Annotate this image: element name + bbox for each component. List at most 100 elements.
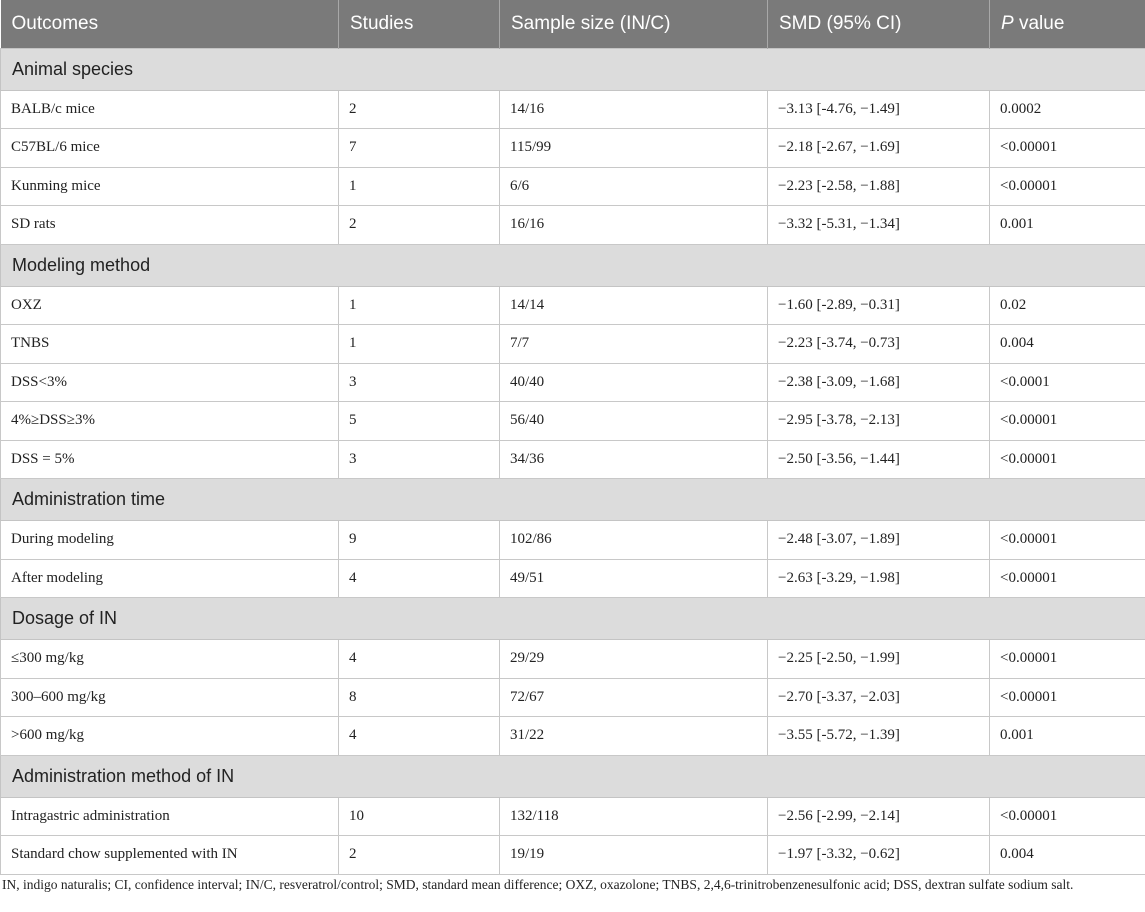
studies-cell: 8: [338, 677, 500, 717]
sample-size-cell: 31/22: [499, 716, 768, 756]
table-header-row: Outcomes Studies Sample size (IN/C) SMD …: [0, 0, 1145, 48]
group-title: Animal species: [0, 47, 1145, 91]
outcome-cell: C57BL/6 mice: [0, 128, 339, 168]
group-header-row: Administration method of IN: [0, 754, 1145, 798]
studies-cell: 9: [338, 520, 500, 560]
group-header-row: Animal species: [0, 47, 1145, 91]
sample-size-cell: 40/40: [499, 362, 768, 402]
table-row: BALB/c mice 2 14/16 −3.13 [-4.76, −1.49] 0.0…: [0, 89, 1145, 129]
studies-cell: 7: [338, 128, 500, 168]
sample-size-cell: 132/118: [499, 796, 768, 836]
sample-size-cell: 6/6: [499, 166, 768, 206]
group-title: Administration time: [0, 478, 1145, 521]
table-row: 4%≥DSS≥3% 5 56/40 −2.95 [-3.78, −2.13] <0.00…: [0, 401, 1145, 441]
sample-size-cell: 49/51: [499, 558, 768, 598]
p-value-cell: <0.00001: [989, 520, 1145, 560]
col-p-value-header: P value: [989, 0, 1145, 48]
studies-cell: 2: [338, 205, 500, 245]
table-row: After modeling 4 49/51 −2.63 [-3.29, −1.98]…: [0, 558, 1145, 598]
outcomes-table: Outcomes Studies Sample size (IN/C) SMD …: [0, 0, 1145, 875]
outcome-cell: TNBS: [0, 324, 339, 364]
smd-cell: −3.32 [-5.31, −1.34]: [767, 205, 990, 245]
table-row: OXZ 1 14/14 −1.60 [-2.89, −0.31] 0.02: [0, 285, 1145, 325]
p-value-cell: <0.00001: [989, 401, 1145, 441]
p-value-cell: <0.00001: [989, 128, 1145, 168]
group-title: Administration method of IN: [0, 754, 1145, 798]
outcome-cell: Intragastric administration: [0, 796, 339, 836]
smd-cell: −2.70 [-3.37, −2.03]: [767, 677, 990, 717]
smd-cell: −2.63 [-3.29, −1.98]: [767, 558, 990, 598]
outcome-cell: Standard chow supplemented with IN: [0, 835, 339, 875]
group-title: Modeling method: [0, 243, 1145, 287]
outcome-cell: >600 mg/kg: [0, 716, 339, 756]
table-row: Standard chow supplemented with IN 2 19/19…: [0, 835, 1145, 875]
table-row: TNBS 1 7/7 −2.23 [-3.74, −0.73] 0.004: [0, 324, 1145, 364]
table-row: >600 mg/kg 4 31/22 −3.55 [-5.72, −1.39] 0.00…: [0, 716, 1145, 756]
group-title: Dosage of IN: [0, 597, 1145, 640]
smd-cell: −2.95 [-3.78, −2.13]: [767, 401, 990, 441]
table-row: ≤300 mg/kg 4 29/29 −2.25 [-2.50, −1.99] <0.0…: [0, 639, 1145, 679]
smd-cell: −1.60 [-2.89, −0.31]: [767, 285, 990, 325]
p-value-cell: <0.00001: [989, 796, 1145, 836]
col-smd-header: SMD (95% CI): [767, 0, 990, 48]
p-value-cell: 0.02: [989, 285, 1145, 325]
group-header-row: Administration time: [0, 478, 1145, 521]
studies-cell: 2: [338, 835, 500, 875]
sample-size-cell: 14/16: [499, 89, 768, 129]
table-row: Intragastric administration 10 132/118 −2.5…: [0, 796, 1145, 836]
sample-size-cell: 7/7: [499, 324, 768, 364]
sample-size-cell: 14/14: [499, 285, 768, 325]
smd-cell: −3.55 [-5.72, −1.39]: [767, 716, 990, 756]
outcome-cell: OXZ: [0, 285, 339, 325]
smd-cell: −2.38 [-3.09, −1.68]: [767, 362, 990, 402]
p-value-italic-p: P: [1001, 12, 1014, 34]
smd-cell: −2.25 [-2.50, −1.99]: [767, 639, 990, 679]
outcome-cell: After modeling: [0, 558, 339, 598]
p-value-cell: <0.00001: [989, 439, 1145, 479]
outcome-cell: Kunming mice: [0, 166, 339, 206]
table-row: DSS<3% 3 40/40 −2.38 [-3.09, −1.68] <0.0001: [0, 362, 1145, 402]
studies-cell: 4: [338, 639, 500, 679]
p-value-cell: 0.001: [989, 716, 1145, 756]
p-value-suffix: value: [1013, 12, 1065, 34]
studies-cell: 2: [338, 89, 500, 129]
studies-cell: 3: [338, 362, 500, 402]
table-row: DSS = 5% 3 34/36 −2.50 [-3.56, −1.44] <0.000…: [0, 439, 1145, 479]
smd-cell: −2.18 [-2.67, −1.69]: [767, 128, 990, 168]
col-sample-size-header: Sample size (IN/C): [499, 0, 768, 48]
studies-cell: 1: [338, 166, 500, 206]
table-row: C57BL/6 mice 7 115/99 −2.18 [-2.67, −1.69] <…: [0, 128, 1145, 168]
sample-size-cell: 72/67: [499, 677, 768, 717]
outcome-cell: DSS = 5%: [0, 439, 339, 479]
studies-cell: 1: [338, 324, 500, 364]
table-row: During modeling 9 102/86 −2.48 [-3.07, −1.8…: [0, 520, 1145, 560]
col-studies-header: Studies: [338, 0, 500, 48]
table-body: Animal species BALB/c mice 2 14/16 −3.13 [-4…: [0, 47, 1145, 875]
smd-cell: −2.56 [-2.99, −2.14]: [767, 796, 990, 836]
studies-cell: 5: [338, 401, 500, 441]
smd-cell: −1.97 [-3.32, −0.62]: [767, 835, 990, 875]
outcome-cell: SD rats: [0, 205, 339, 245]
p-value-cell: 0.004: [989, 835, 1145, 875]
outcome-cell: 300–600 mg/kg: [0, 677, 339, 717]
sample-size-cell: 102/86: [499, 520, 768, 560]
p-value-cell: <0.00001: [989, 677, 1145, 717]
sample-size-cell: 16/16: [499, 205, 768, 245]
p-value-cell: 0.001: [989, 205, 1145, 245]
group-header-row: Dosage of IN: [0, 597, 1145, 640]
p-value-cell: <0.00001: [989, 639, 1145, 679]
col-outcomes-header: Outcomes: [0, 0, 339, 48]
outcome-cell: BALB/c mice: [0, 89, 339, 129]
p-value-cell: <0.0001: [989, 362, 1145, 402]
sample-size-cell: 115/99: [499, 128, 768, 168]
smd-cell: −2.23 [-3.74, −0.73]: [767, 324, 990, 364]
p-value-cell: <0.00001: [989, 558, 1145, 598]
group-header-row: Modeling method: [0, 243, 1145, 287]
studies-cell: 1: [338, 285, 500, 325]
smd-cell: −2.23 [-2.58, −1.88]: [767, 166, 990, 206]
sample-size-cell: 34/36: [499, 439, 768, 479]
studies-cell: 10: [338, 796, 500, 836]
smd-cell: −2.50 [-3.56, −1.44]: [767, 439, 990, 479]
table-footnote: IN, indigo naturalis; CI, confidence int…: [2, 877, 1074, 892]
studies-cell: 4: [338, 558, 500, 598]
